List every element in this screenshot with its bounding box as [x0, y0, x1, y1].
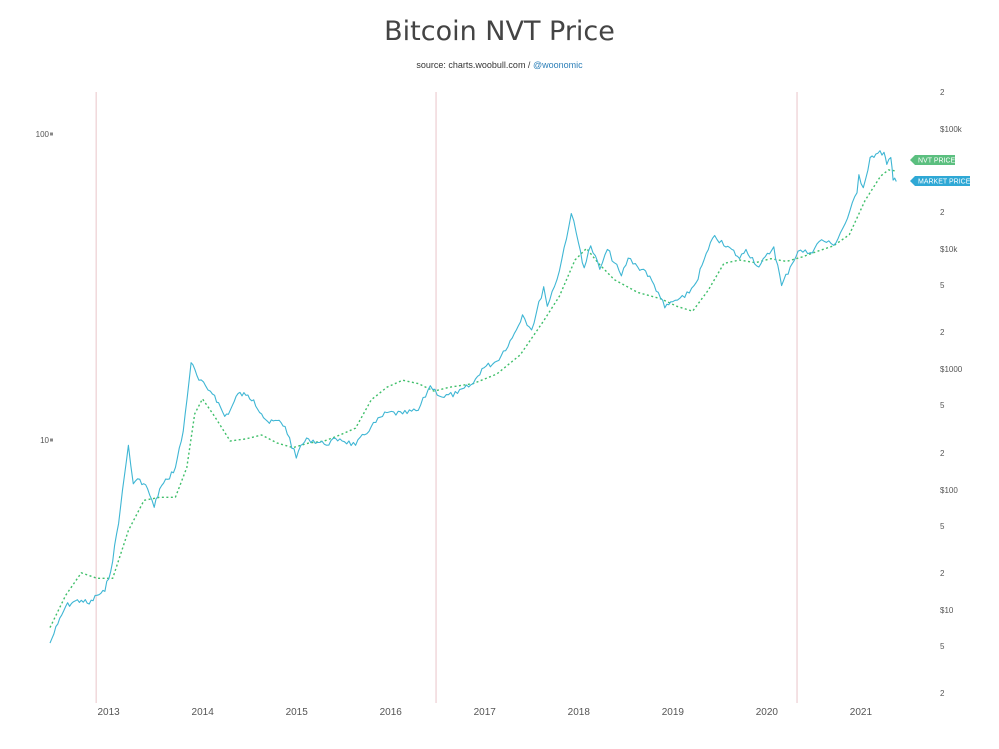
right-axis-tick-label: $10 [940, 606, 954, 615]
market-price-tag-label: MARKET PRICE [918, 179, 971, 186]
chart-source: source: charts.woobull.com / @woonomic [0, 60, 999, 70]
right-axis-tick-label: 2 [940, 208, 945, 217]
chart-series [49, 150, 897, 644]
series-tags: NVT PRICE MARKET PRICE [910, 155, 971, 186]
left-axis-tick-mark [50, 132, 53, 136]
halving-markers [95, 92, 798, 703]
x-axis-tick-label: 2013 [97, 707, 120, 718]
x-axis-tick-label: 2021 [850, 707, 873, 718]
market-price-line [49, 150, 897, 644]
x-axis-tick-label: 2017 [474, 707, 497, 718]
x-axis-tick-label: 2018 [568, 707, 591, 718]
nvt-price-tag: NVT PRICE [910, 155, 956, 165]
x-axis-ticks: 2013 2014 2015 2016 2017 2018 2019 2020 2021 [97, 707, 872, 718]
x-axis-tick-label: 2019 [662, 707, 685, 718]
left-axis-tick-mark [50, 438, 53, 442]
right-axis-tick-label: $100k [940, 125, 963, 134]
right-axis-tick-label: 2 [940, 569, 945, 578]
source-text: source: charts.woobull.com / [416, 60, 533, 70]
right-axis-tick-label: 5 [940, 401, 945, 410]
x-axis-tick-label: 2015 [286, 707, 309, 718]
x-axis-tick-label: 2020 [756, 707, 779, 718]
right-axis-tick-label: $100 [940, 486, 958, 495]
left-axis-tick-label: 10 [40, 436, 49, 445]
right-axis-tick-label: 5 [940, 281, 945, 290]
nvt-price-tag-label: NVT PRICE [918, 158, 956, 165]
right-axis-tick-label: 2 [940, 88, 945, 97]
right-axis-tick-label: 5 [940, 642, 945, 651]
right-axis-ticks: 2 $100k 2 $10k 5 2 $1000 5 2 $100 5 2 $10 5 2 [940, 88, 963, 698]
right-axis-tick-label: $10k [940, 245, 958, 254]
market-price-tag-box [910, 176, 970, 186]
right-axis-tick-label: $1000 [940, 365, 963, 374]
left-axis-ticks: 100 10 [36, 130, 53, 445]
x-axis-tick-label: 2016 [380, 707, 403, 718]
market-price-tag: MARKET PRICE [910, 176, 971, 186]
right-axis-tick-label: 5 [940, 522, 945, 531]
nvt-price-tag-box [910, 155, 955, 165]
right-axis-tick-label: 2 [940, 449, 945, 458]
right-axis-tick-label: 2 [940, 689, 945, 698]
source-handle-link[interactable]: @woonomic [532, 60, 583, 70]
x-axis-tick-label: 2014 [192, 707, 215, 718]
right-axis-tick-label: 2 [940, 328, 945, 337]
left-axis-tick-label: 100 [36, 130, 50, 139]
nvt-price-line [49, 169, 897, 628]
chart-title: Bitcoin NVT Price [384, 16, 615, 47]
